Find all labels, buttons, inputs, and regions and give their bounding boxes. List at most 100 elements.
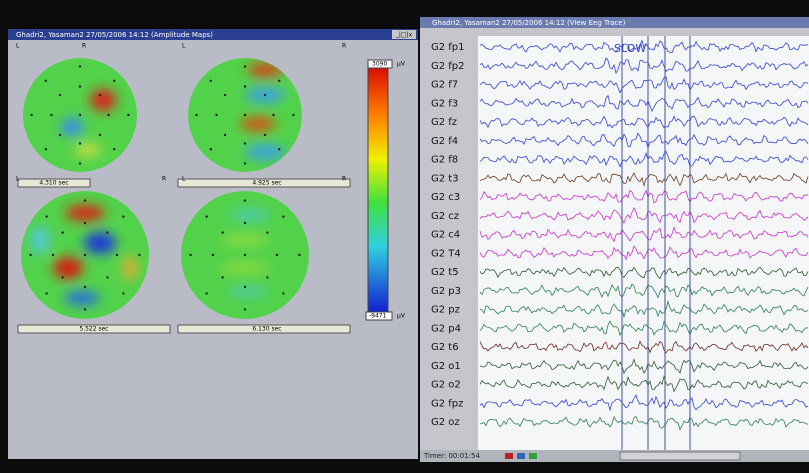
eeg-trace	[479, 320, 809, 337]
electrode	[83, 285, 87, 289]
electrode	[263, 133, 267, 137]
channel-label: G2 pz	[431, 305, 460, 316]
eeg-trace	[479, 375, 809, 393]
electrode	[272, 113, 275, 117]
electrode	[298, 253, 301, 257]
window-title: Ghadri2, Yasaman2 27/05/2006 14:12 (Ampl…	[16, 31, 213, 39]
electrode	[115, 253, 119, 257]
eeg-trace	[479, 76, 809, 94]
map-time: 4.310 sec	[39, 180, 68, 187]
electrode	[221, 231, 224, 234]
electrode	[243, 253, 247, 257]
window-controls[interactable]	[392, 30, 416, 39]
time-box	[177, 178, 351, 188]
electrode	[107, 113, 110, 117]
electrode	[282, 215, 285, 218]
timer: Timer: 00:01:54	[423, 452, 480, 460]
tool-button[interactable]	[517, 453, 525, 459]
scale-min-box	[365, 311, 393, 321]
electrode	[243, 142, 247, 145]
map-time: 6.130 sec	[252, 326, 281, 333]
time-box	[17, 178, 91, 188]
channel-label: G2 fpz	[431, 398, 463, 409]
electrode	[44, 79, 47, 83]
channel-label: G2 fp2	[431, 61, 465, 72]
eeg-trace	[479, 394, 809, 412]
eeg-trace	[479, 340, 809, 354]
electrode	[58, 93, 62, 97]
electrode	[243, 285, 247, 289]
color-scale	[367, 61, 389, 319]
electrode	[211, 253, 215, 257]
electrode	[205, 215, 208, 218]
eeg-trace	[479, 172, 809, 188]
channel-label: G2 p3	[431, 286, 461, 297]
electrode	[61, 276, 64, 279]
channel-label: G2 t5	[431, 267, 459, 278]
channel-label: G2 fp1	[431, 42, 465, 53]
electrode	[45, 215, 48, 218]
electrode	[98, 93, 102, 97]
tool-button[interactable]	[505, 453, 513, 459]
electrode	[223, 133, 227, 137]
scale-min: -9471	[369, 313, 387, 320]
channel-label: G2 o1	[431, 361, 461, 372]
scale-unit: µV	[397, 313, 406, 320]
electrode	[30, 113, 33, 117]
electrode	[278, 79, 281, 83]
electrode	[243, 308, 247, 311]
electrode	[243, 199, 247, 202]
channel-label: G2 c4	[431, 230, 460, 241]
scale-unit: µV	[397, 61, 406, 68]
channel-label: G2 cz	[431, 211, 459, 222]
map-time: 4.925 sec	[252, 180, 281, 187]
scale-max-box	[367, 59, 393, 69]
window-controls-text[interactable]: _|□|x	[395, 32, 413, 39]
eeg-trace	[479, 300, 809, 319]
electrode	[51, 253, 55, 257]
title-bar	[420, 17, 809, 28]
electrode	[189, 253, 192, 257]
electrode	[127, 113, 130, 117]
eeg-trace	[479, 245, 809, 261]
electrode	[83, 253, 87, 257]
electrode	[243, 113, 247, 117]
electrode	[243, 221, 247, 225]
eeg-trace	[479, 115, 809, 129]
eeg-trace	[479, 150, 809, 168]
electrode	[98, 133, 102, 137]
electrode	[122, 215, 125, 218]
electrode	[78, 85, 82, 88]
electrode	[106, 231, 109, 234]
eeg-trace	[479, 226, 809, 243]
eeg-trace	[479, 415, 809, 431]
eeg-trace	[479, 206, 809, 224]
electrode	[58, 133, 62, 137]
electrode	[223, 93, 227, 97]
electrode	[44, 148, 47, 151]
electrode	[78, 65, 82, 68]
channel-label: G2 f7	[431, 80, 458, 91]
channel-label: G2 c3	[431, 192, 460, 203]
channel-label: G2 oz	[431, 417, 460, 428]
electrode	[278, 148, 281, 151]
electrode	[83, 308, 87, 311]
tool-button[interactable]	[529, 453, 537, 459]
electrode	[205, 292, 208, 295]
channel-label: G2 t3	[431, 173, 459, 184]
side-label: R	[342, 43, 346, 50]
electrode	[209, 148, 212, 151]
cursor-lines	[621, 36, 691, 450]
channel-label: G2 T4	[431, 248, 461, 259]
electrode	[50, 113, 53, 117]
channel-label: G2 p4	[431, 323, 461, 334]
side-label: L	[16, 176, 20, 183]
eeg-trace	[479, 266, 809, 280]
electrode	[266, 231, 269, 234]
scrollbar[interactable]	[619, 451, 741, 461]
electrode	[78, 142, 82, 145]
side-label: L	[16, 43, 20, 50]
side-label: R	[82, 43, 86, 50]
side-label: R	[162, 176, 166, 183]
